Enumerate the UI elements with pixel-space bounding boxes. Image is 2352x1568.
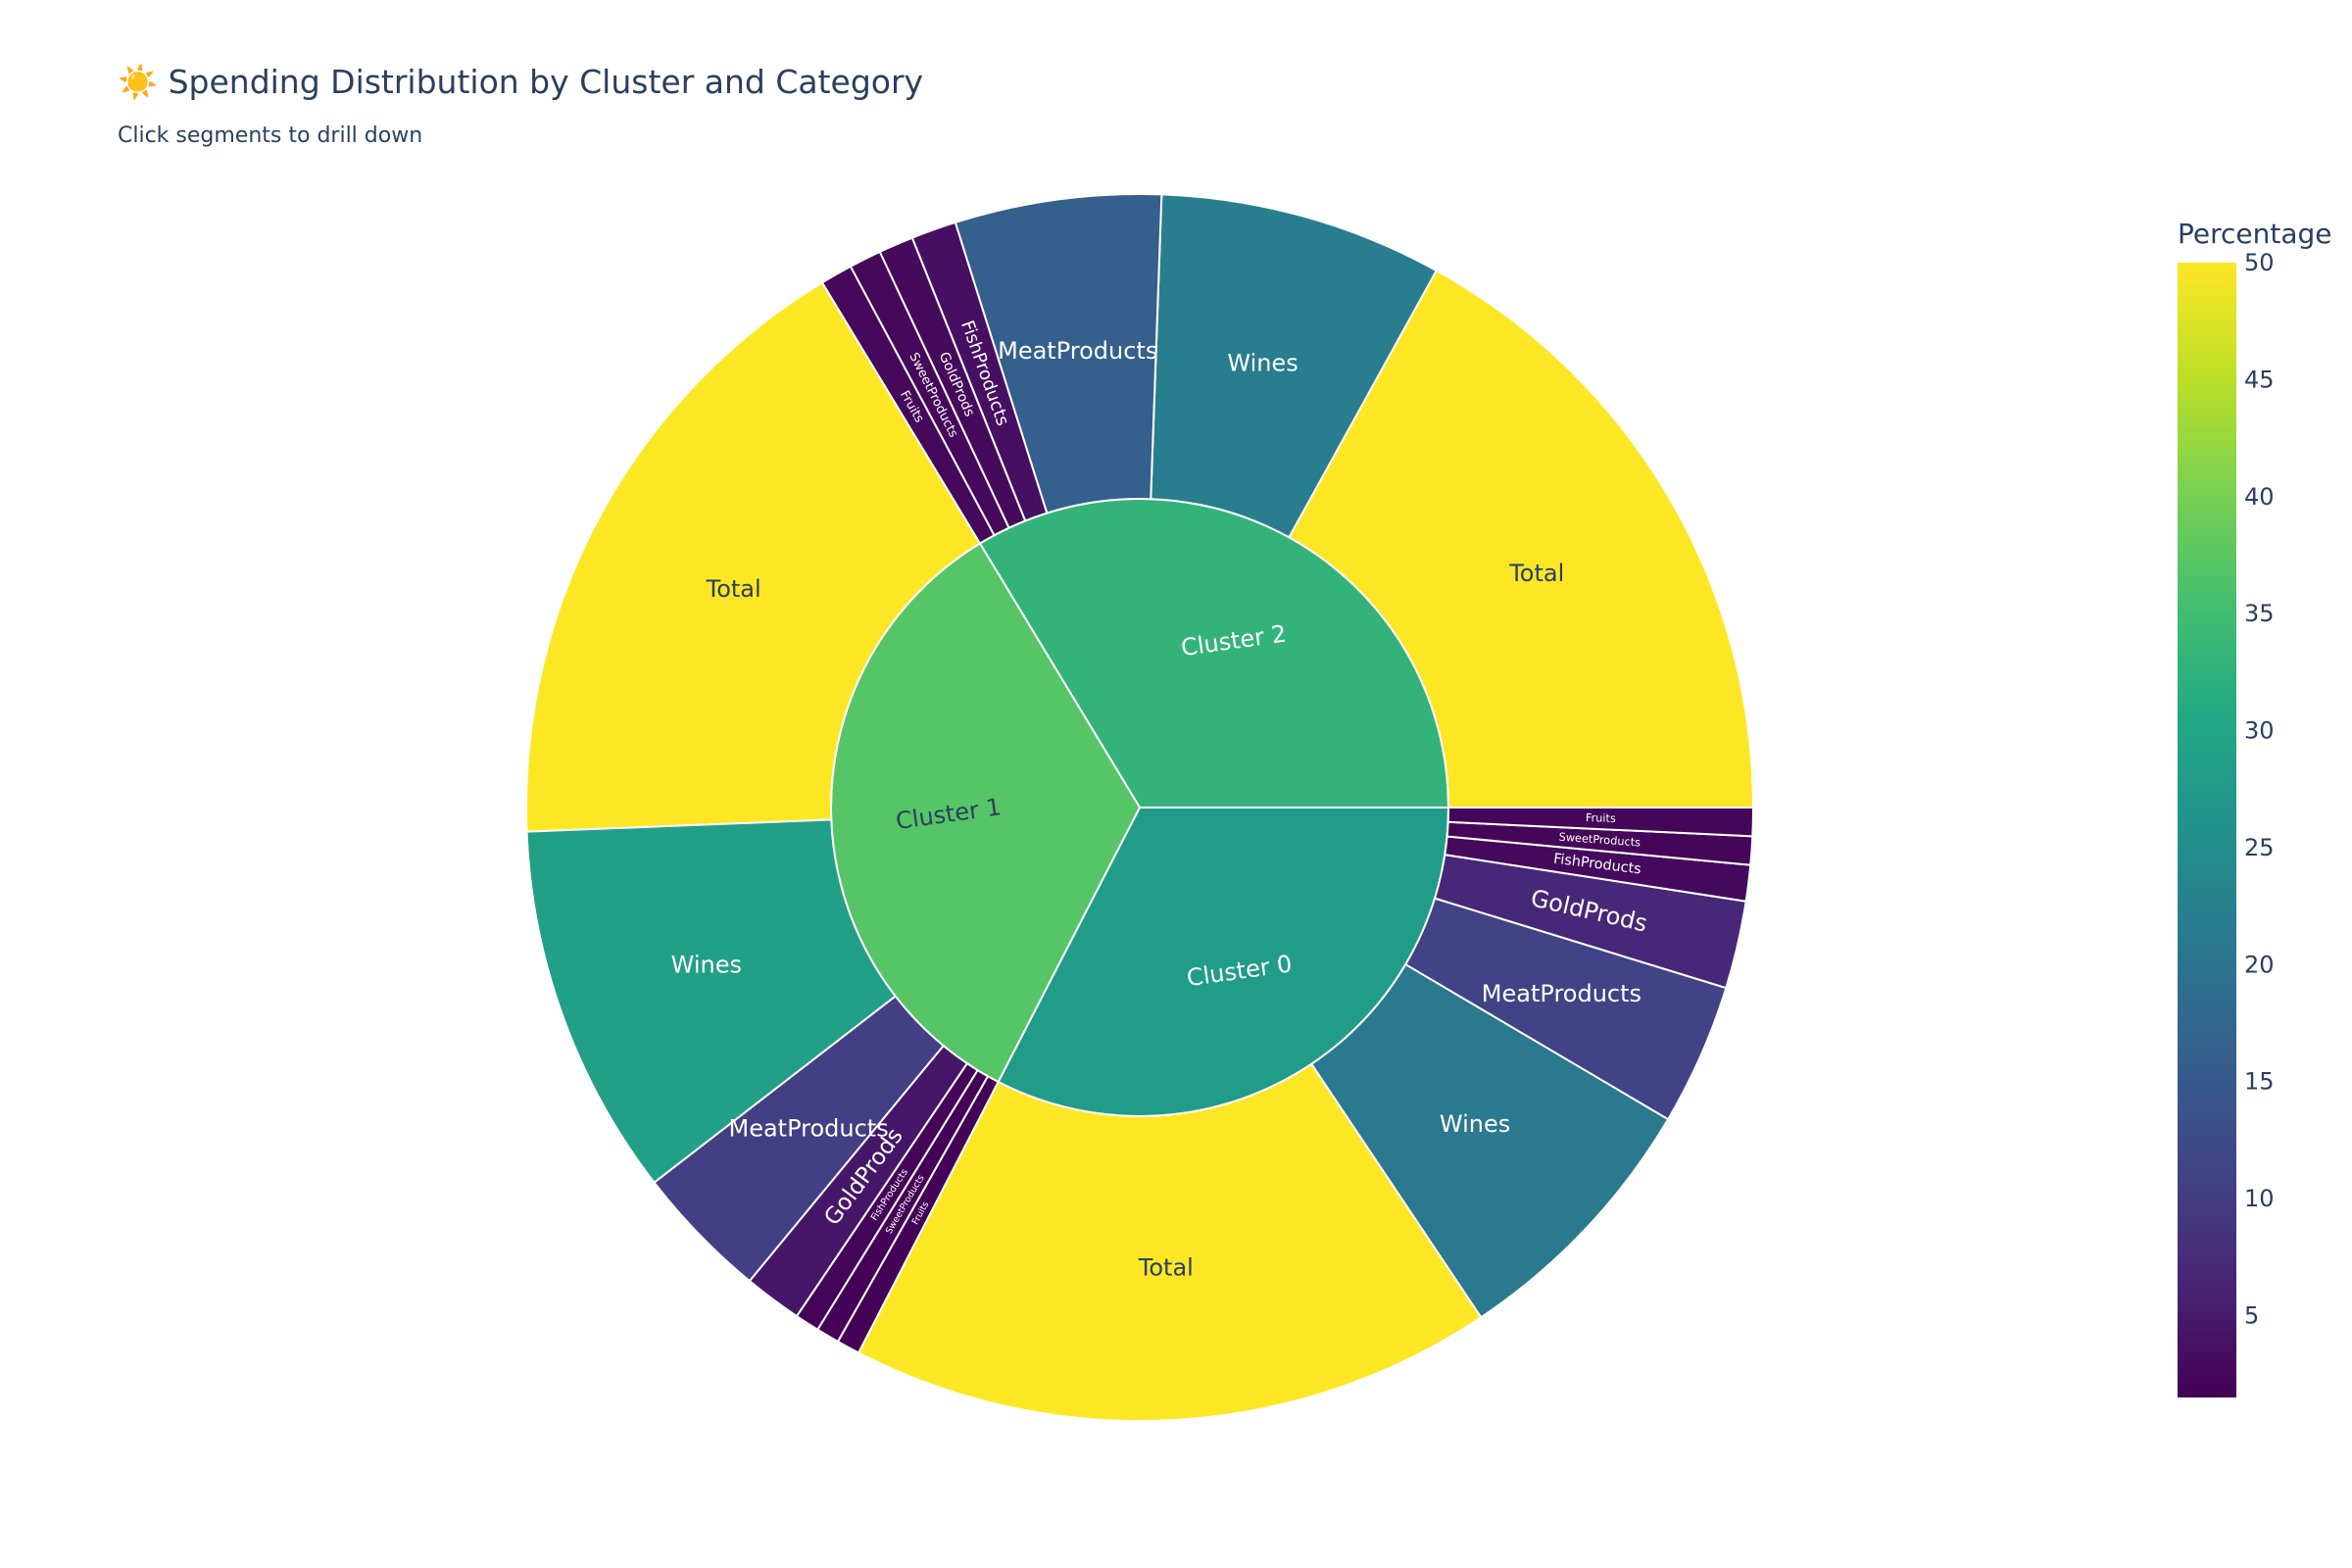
colorbar-tick-10: 10 [2244, 1185, 2275, 1212]
segment-cluster-0-fishproducts[interactable] [1444, 835, 1752, 903]
colorbar-tick-5: 5 [2244, 1301, 2259, 1329]
label-cluster-2-meatproducts: MeatProducts [998, 337, 1157, 365]
segment-cluster-0-wines[interactable] [1309, 962, 1670, 1319]
colorbar-tick-40: 40 [2244, 483, 2275, 511]
label-cluster-2-total: Total [1508, 560, 1564, 587]
segment-cluster-2-meatproducts[interactable] [954, 193, 1163, 514]
colorbar-title: Percentage [2178, 218, 2332, 250]
segment-cluster-2-wines[interactable] [1150, 193, 1439, 539]
segment-cluster-1-fishproducts[interactable] [795, 1061, 979, 1332]
chart-subtitle: Click segments to drill down [118, 123, 423, 148]
label-cluster-1-wines: Wines [671, 952, 742, 979]
segment-cluster-1-wines[interactable] [525, 818, 898, 1185]
colorbar-tick-50: 50 [2244, 249, 2275, 276]
colorbar-gradient [2178, 263, 2236, 1397]
segment-cluster-1-meatproducts[interactable] [653, 995, 946, 1283]
segment-cluster-0-total[interactable] [857, 1062, 1483, 1422]
label-cluster-1-meatproducts: MeatProducts [729, 1114, 889, 1142]
sunburst-segments[interactable] [525, 193, 1755, 1422]
label-cluster-0-meatproducts: MeatProducts [1482, 980, 1642, 1007]
segment-cluster-1-total[interactable] [525, 281, 982, 833]
colorbar: Percentage 5 10 15 20 25 30 35 40 45 50 [2178, 218, 2332, 1397]
segment-cluster-2-fishproducts[interactable] [910, 220, 1049, 522]
label-cluster-0-fruits: Fruits [1586, 811, 1616, 825]
label-cluster-0-wines: Wines [1440, 1110, 1510, 1138]
segment-cluster-1-sweetproducts[interactable] [815, 1068, 990, 1344]
colorbar-tick-25: 25 [2244, 834, 2275, 861]
segment-cluster-2-fruits[interactable] [820, 265, 996, 545]
label-cluster-1-total: Total [706, 575, 761, 603]
segment-cluster-2-sweetproducts[interactable] [849, 250, 1010, 537]
segment-cluster-1-fruits[interactable] [836, 1074, 1001, 1354]
segment-cluster-2-total[interactable] [1287, 269, 1755, 808]
colorbar-tick-30: 30 [2244, 717, 2275, 745]
segment-cluster-0-goldprods[interactable] [1433, 854, 1747, 990]
sunburst-labels: Cluster 2TotalWinesMeatProductsFishProdu… [671, 318, 1650, 1281]
segment-cluster-2-goldprods[interactable] [878, 236, 1027, 530]
label-cluster-0-total: Total [1138, 1254, 1194, 1282]
colorbar-tick-20: 20 [2244, 951, 2275, 978]
colorbar-tick-15: 15 [2244, 1068, 2275, 1096]
label-cluster-0-sweetproducts: SweetProducts [1558, 831, 1641, 850]
label-cluster-2-wines: Wines [1227, 350, 1298, 377]
segment-cluster-1-goldprods[interactable] [748, 1044, 969, 1318]
chart-title: ☀️ Spending Distribution by Cluster and … [118, 63, 924, 101]
segment-cluster-0-fruits[interactable] [1446, 807, 1755, 838]
colorbar-tick-45: 45 [2244, 366, 2275, 393]
colorbar-tick-35: 35 [2244, 600, 2275, 627]
segment-cluster-0-meatproducts[interactable] [1403, 897, 1728, 1121]
